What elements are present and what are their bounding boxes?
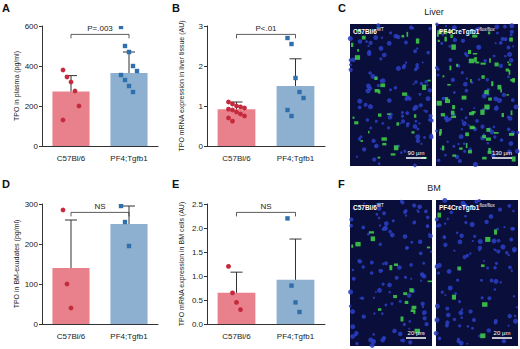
svg-text:PF4CreTgfb1: PF4CreTgfb1	[439, 204, 480, 212]
svg-text:C57Bl/6: C57Bl/6	[222, 332, 251, 341]
svg-text:20 µm: 20 µm	[494, 330, 511, 336]
svg-text:flox/flox: flox/flox	[479, 27, 495, 32]
svg-text:TPO mRNA expression in BM cell: TPO mRNA expression in BM cells (AU)	[178, 202, 186, 326]
svg-text:0: 0	[199, 142, 204, 151]
svg-text:C57Bl/6: C57Bl/6	[57, 332, 86, 341]
svg-text:PF4;Tgfb1: PF4;Tgfb1	[110, 332, 148, 341]
svg-text:2: 2	[199, 62, 204, 71]
svg-text:PF4;Tgfb1: PF4;Tgfb1	[277, 154, 315, 163]
svg-text:D: D	[2, 178, 10, 190]
svg-text:1: 1	[199, 102, 204, 111]
svg-text:200: 200	[25, 240, 39, 249]
svg-text:flox/flox: flox/flox	[479, 203, 495, 208]
svg-text:1.5: 1.5	[192, 248, 204, 257]
svg-text:Liver: Liver	[424, 7, 444, 17]
svg-text:2.5: 2.5	[192, 200, 204, 209]
svg-text:C57Bl/6: C57Bl/6	[353, 28, 377, 35]
svg-text:0.5: 0.5	[192, 296, 204, 305]
svg-text:0: 0	[34, 320, 39, 329]
svg-text:NS: NS	[94, 202, 105, 211]
svg-text:100: 100	[25, 280, 39, 289]
svg-text:3: 3	[199, 22, 204, 31]
svg-text:WT: WT	[377, 27, 384, 32]
svg-text:300: 300	[25, 200, 39, 209]
svg-text:C: C	[338, 2, 346, 14]
svg-text:C57Bl/6: C57Bl/6	[222, 154, 251, 163]
svg-text:200: 200	[25, 102, 39, 111]
svg-text:WT: WT	[377, 203, 384, 208]
svg-text:P<.01: P<.01	[255, 24, 277, 33]
svg-text:TPO in plasma (pg/ml): TPO in plasma (pg/ml)	[13, 51, 21, 121]
svg-text:NS: NS	[260, 202, 271, 211]
svg-text:TPO mRNA expression in liver t: TPO mRNA expression in liver tissue (AU)	[178, 20, 186, 151]
svg-text:A: A	[2, 2, 10, 14]
svg-text:BM: BM	[427, 183, 441, 193]
svg-text:PF4CreTgfb1: PF4CreTgfb1	[439, 28, 480, 36]
svg-text:1.0: 1.0	[192, 272, 204, 281]
svg-text:2.0: 2.0	[192, 224, 204, 233]
svg-text:400: 400	[25, 62, 39, 71]
svg-text:0.0: 0.0	[192, 320, 204, 329]
svg-text:TPO in BM-exudates (pg/ml): TPO in BM-exudates (pg/ml)	[13, 220, 21, 309]
svg-text:C57Bl/6: C57Bl/6	[57, 154, 86, 163]
svg-text:PF4;Tgfb1: PF4;Tgfb1	[277, 332, 315, 341]
svg-text:C57Bl/6: C57Bl/6	[353, 204, 377, 211]
svg-text:B: B	[172, 2, 180, 14]
svg-text:130 µm: 130 µm	[492, 150, 512, 156]
svg-text:F: F	[338, 178, 345, 190]
svg-text:0: 0	[34, 142, 39, 151]
svg-text:600: 600	[25, 22, 39, 31]
svg-text:90 µm: 90 µm	[408, 150, 425, 156]
svg-text:P=.003: P=.003	[87, 24, 113, 33]
svg-text:PF4;Tgfb1: PF4;Tgfb1	[110, 154, 148, 163]
svg-text:20 µm: 20 µm	[408, 330, 425, 336]
svg-text:E: E	[172, 178, 179, 190]
